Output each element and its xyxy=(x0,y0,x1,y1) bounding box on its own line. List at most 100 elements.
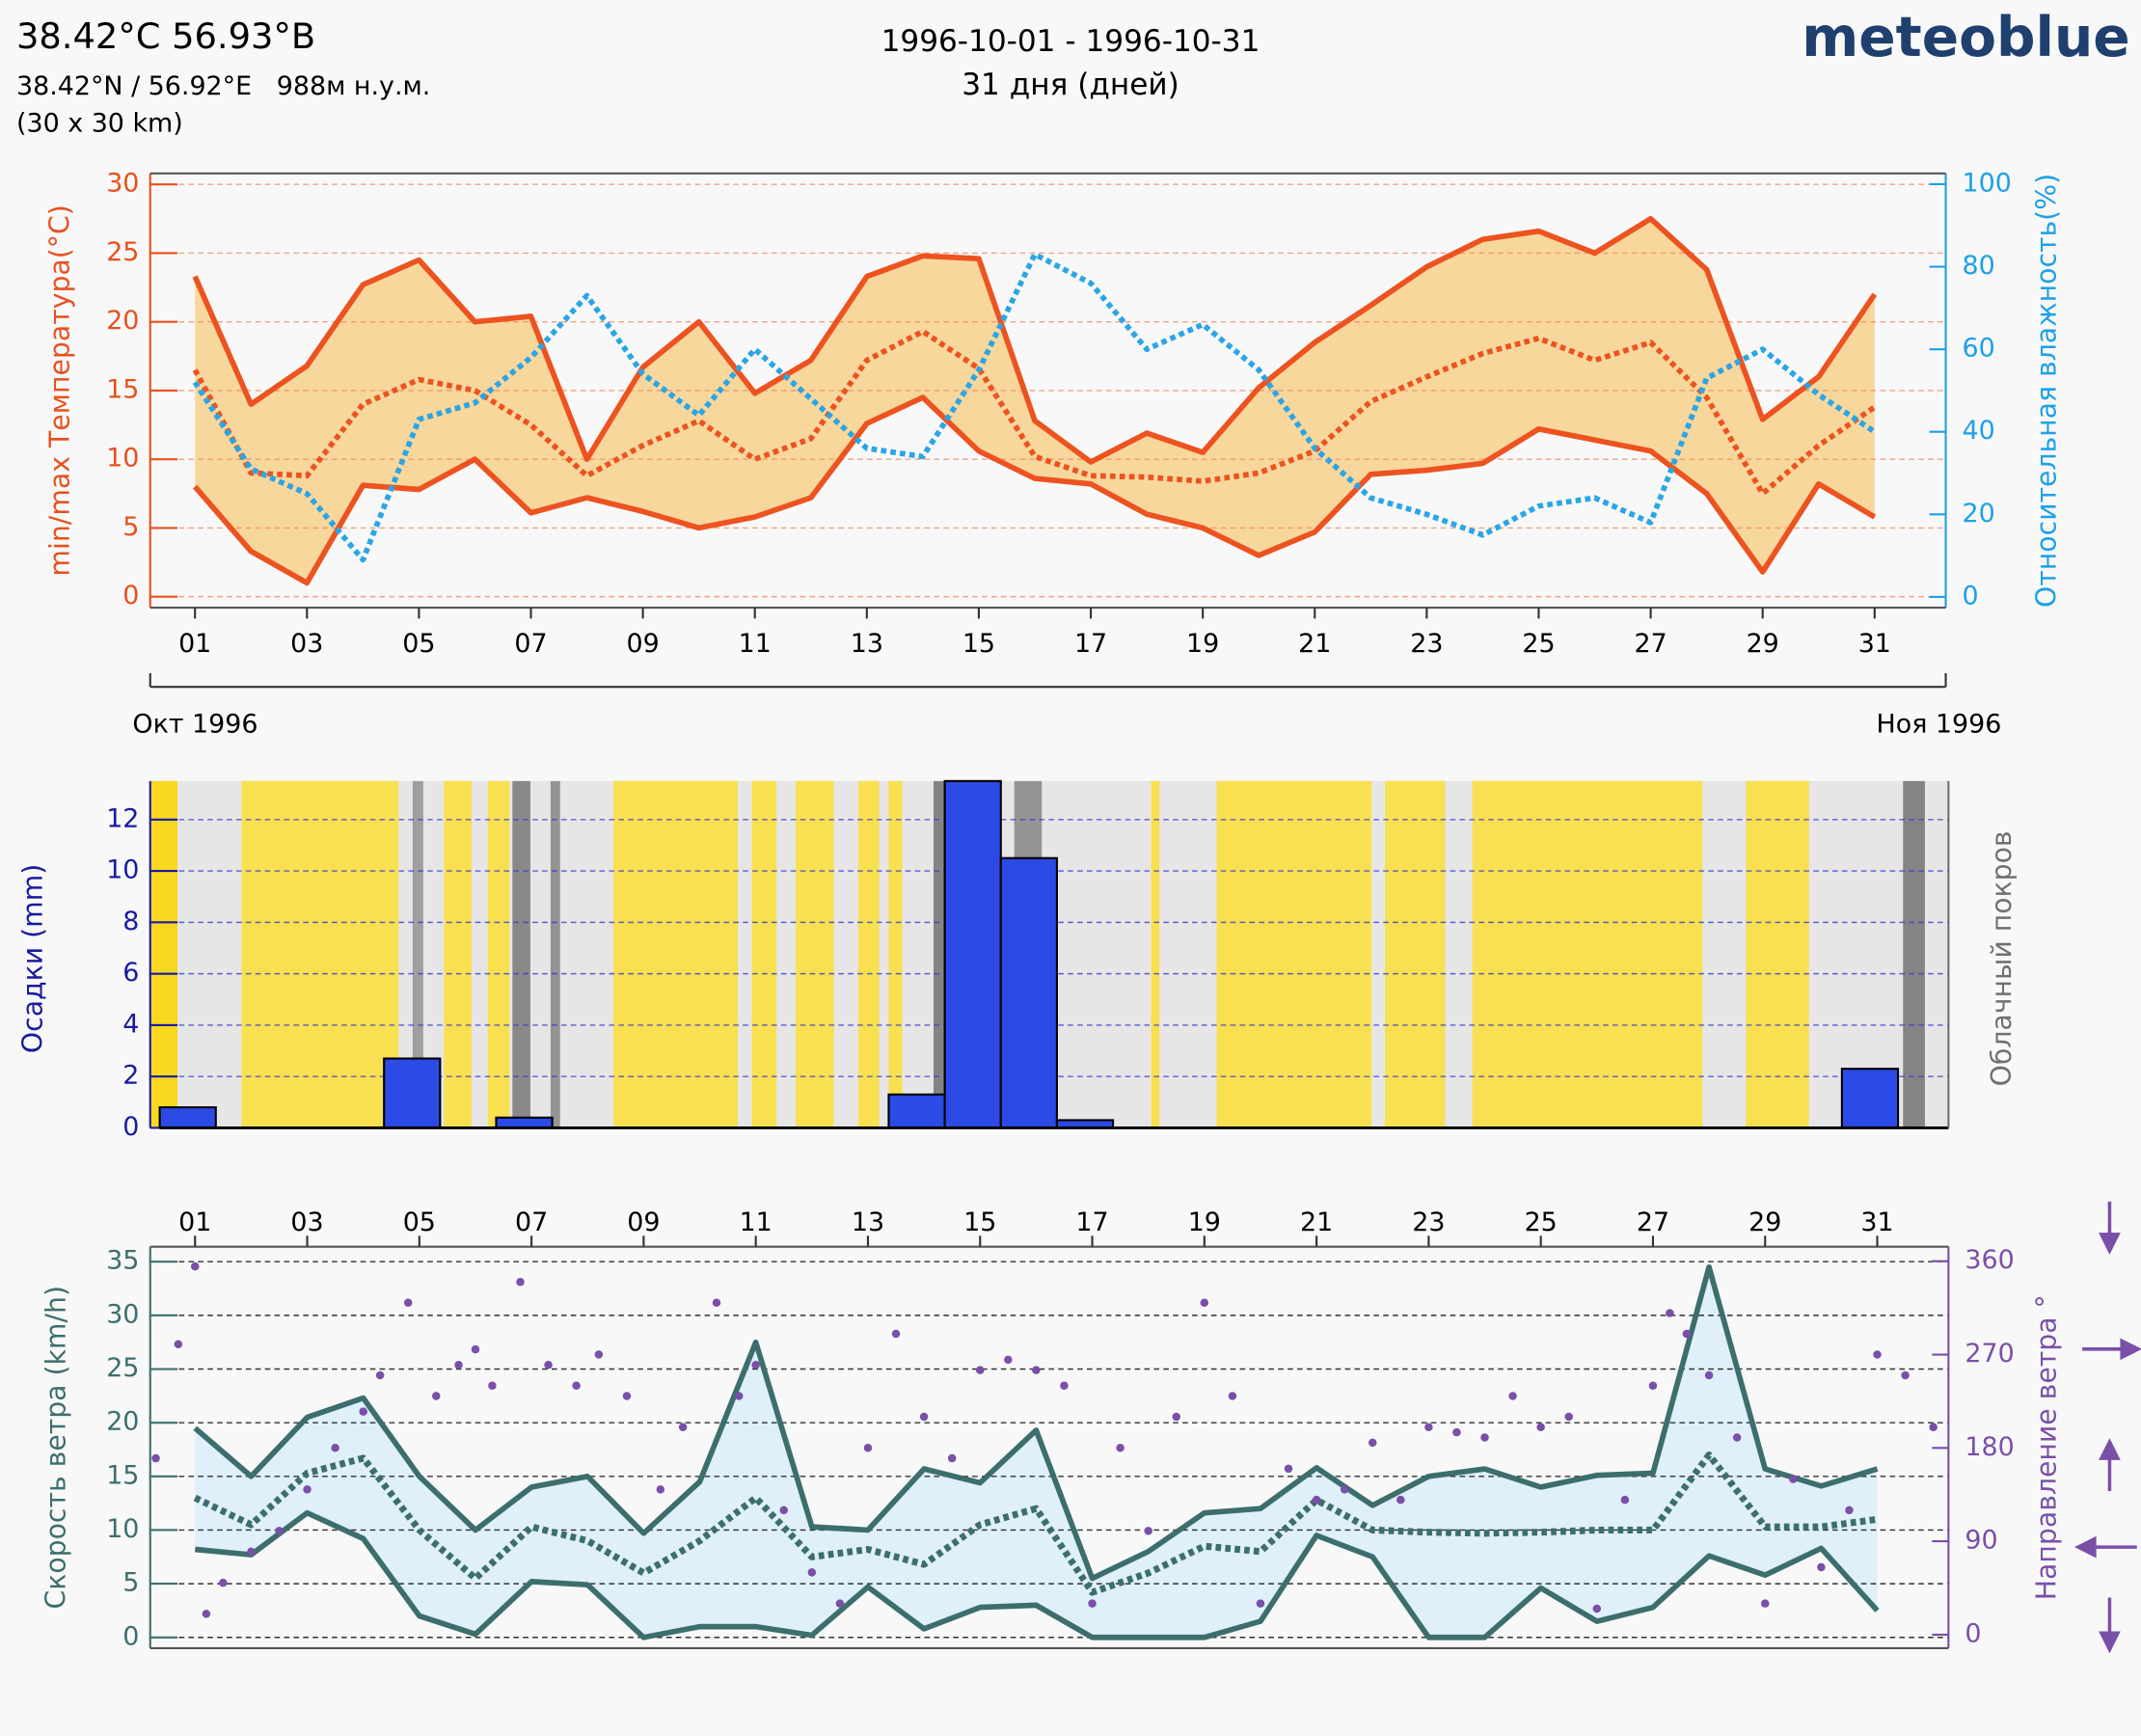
precip-bar xyxy=(495,1116,554,1129)
precip-bar xyxy=(887,1093,946,1129)
y2-tick-label: 80 xyxy=(1963,251,1995,281)
cloud-cover xyxy=(550,780,560,1128)
y-axis-label: min/max Температура(°C) xyxy=(44,204,76,576)
direction-point xyxy=(1817,1562,1826,1572)
direction-point xyxy=(544,1361,553,1370)
direction-point xyxy=(1340,1485,1349,1494)
direction-point xyxy=(947,1453,957,1463)
cloud-cover xyxy=(612,780,739,1128)
x-tick-label: 25 xyxy=(1525,1207,1558,1237)
x-tick-label: 21 xyxy=(1300,1207,1333,1237)
direction-point xyxy=(712,1298,721,1307)
x-tick-label: 11 xyxy=(739,629,772,659)
y-tick-label: 25 xyxy=(106,1353,139,1383)
y-tick-label: 2 xyxy=(122,1061,139,1091)
direction-point xyxy=(516,1277,525,1287)
direction-point xyxy=(734,1392,744,1400)
cloud-cover xyxy=(888,780,903,1128)
location-title: 38.42°C 56.93°B xyxy=(16,15,315,57)
direction-point xyxy=(1536,1423,1545,1432)
direction-point xyxy=(1760,1599,1770,1608)
x-tick-label: 05 xyxy=(403,1207,436,1237)
direction-point xyxy=(432,1392,441,1400)
y-tick-label: 35 xyxy=(106,1246,139,1276)
month-label: Ноя 1996 xyxy=(1877,709,2002,739)
x-tick-label: 31 xyxy=(1860,1207,1893,1237)
cloud-cover xyxy=(795,780,834,1128)
x-tick-label: 25 xyxy=(1522,629,1555,659)
direction-point xyxy=(1256,1599,1265,1608)
direction-point xyxy=(403,1298,413,1307)
x-tick-label: 23 xyxy=(1410,629,1443,659)
y-tick-label: 12 xyxy=(106,803,139,833)
x-tick-label: 15 xyxy=(962,629,995,659)
direction-point xyxy=(976,1366,985,1374)
line xyxy=(193,394,1877,586)
direction-point xyxy=(359,1407,367,1416)
y-tick-label: 4 xyxy=(122,1009,139,1039)
x-tick-label: 03 xyxy=(290,629,323,659)
direction-point xyxy=(247,1547,256,1557)
x-tick-label: 13 xyxy=(852,1207,884,1237)
direction-point xyxy=(1845,1505,1854,1515)
y2-tick-label: 90 xyxy=(1965,1526,1997,1556)
direction-point xyxy=(1284,1464,1293,1474)
y2-tick-label: 270 xyxy=(1965,1339,2014,1369)
direction-point xyxy=(202,1610,211,1618)
line xyxy=(194,1509,1880,1641)
direction-point xyxy=(151,1453,160,1463)
axis-strip xyxy=(149,780,178,1128)
x-tick-label: 17 xyxy=(1074,629,1107,659)
direction-point xyxy=(1789,1475,1798,1483)
direction-point xyxy=(1620,1495,1630,1505)
direction-point xyxy=(1200,1298,1209,1307)
direction-point xyxy=(1088,1599,1097,1608)
direction-point xyxy=(678,1423,688,1432)
direction-point xyxy=(863,1444,873,1452)
x-tick-label: 19 xyxy=(1186,629,1219,659)
x-tick-label: 11 xyxy=(740,1207,772,1237)
x-tick-label: 29 xyxy=(1748,1207,1781,1237)
resolution: (30 x 30 km) xyxy=(16,108,183,138)
y-tick-label: 10 xyxy=(106,1514,139,1544)
cloud-cover xyxy=(241,780,399,1128)
line xyxy=(192,215,1878,465)
y-tick-label: 5 xyxy=(122,512,139,542)
direction-point xyxy=(303,1485,312,1494)
direction-point xyxy=(275,1527,284,1535)
y-axis-label: Осадки (mm) xyxy=(16,864,48,1053)
cloud-cover xyxy=(1903,780,1925,1128)
x-tick-label: 17 xyxy=(1075,1207,1108,1237)
direction-point xyxy=(1732,1433,1742,1442)
cloud-cover xyxy=(1151,780,1160,1128)
dotted-line xyxy=(193,1451,1878,1596)
direction-arrows xyxy=(2073,1201,2141,1654)
y-tick-label: 6 xyxy=(122,958,139,988)
direction-point xyxy=(1004,1355,1013,1365)
direction-point xyxy=(1424,1423,1433,1432)
precip-bar xyxy=(158,1106,217,1129)
cloud-cover xyxy=(512,780,530,1128)
x-tick-label: 01 xyxy=(178,1207,211,1237)
cloud-cover xyxy=(487,780,510,1128)
precip-bar xyxy=(383,1057,442,1129)
logo: meteoblue xyxy=(1802,6,2129,69)
direction-point xyxy=(1368,1438,1377,1448)
direction-point xyxy=(331,1444,339,1452)
direction-point xyxy=(191,1261,200,1271)
y2-tick-label: 360 xyxy=(1965,1245,2014,1275)
direction-point xyxy=(835,1599,845,1608)
direction-point xyxy=(1144,1527,1152,1535)
direction-point xyxy=(572,1381,581,1391)
y2-tick-label: 40 xyxy=(1963,416,1995,446)
direction-point xyxy=(1564,1412,1573,1422)
x-tick-label: 23 xyxy=(1412,1207,1445,1237)
precip-bar xyxy=(999,856,1058,1129)
direction-point xyxy=(1172,1412,1180,1422)
y-tick-label: 10 xyxy=(106,855,139,885)
range-band xyxy=(195,1266,1878,1638)
y-tick-label: 0 xyxy=(122,581,139,610)
direction-point xyxy=(375,1370,385,1380)
